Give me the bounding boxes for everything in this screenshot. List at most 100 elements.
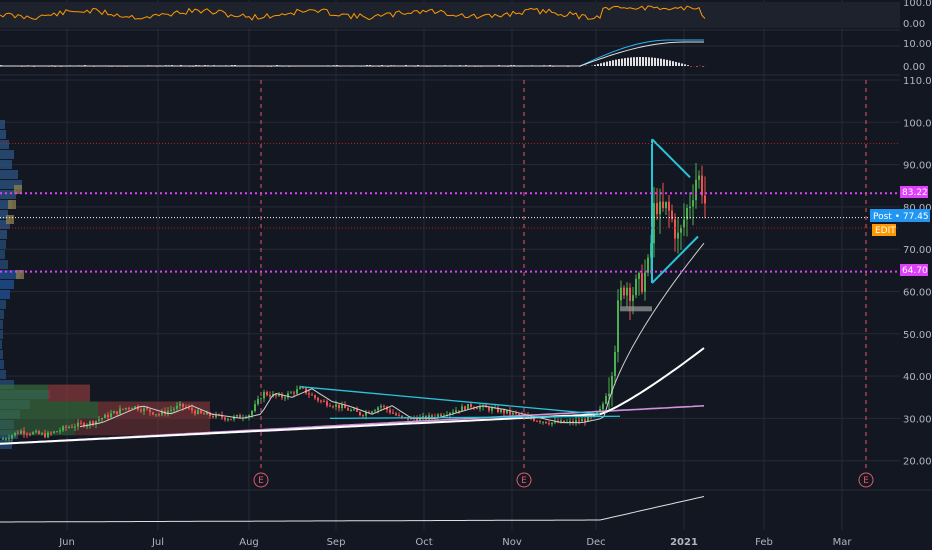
macd-bar (696, 66, 698, 67)
candle-body (104, 414, 106, 419)
candle-body (92, 421, 94, 425)
zone-green-top (0, 384, 48, 402)
candle-body (224, 417, 226, 420)
candle-body (335, 404, 337, 407)
candle-body (293, 392, 295, 394)
macd-bar (636, 57, 638, 66)
zone-green-mid (0, 401, 98, 419)
candle-body (263, 392, 265, 399)
volume-profile-bar (0, 360, 4, 369)
candle-body (119, 408, 121, 414)
candle-body (74, 426, 76, 428)
macd-bar (660, 58, 662, 66)
candle-body (587, 416, 589, 422)
candle-body (53, 431, 55, 433)
flag-upper (651, 138, 691, 178)
volume-profile-bar (0, 230, 7, 239)
price-tag-64-bg (900, 264, 928, 276)
candle-body (128, 407, 130, 409)
date-label-0: Jun (58, 537, 75, 548)
candle-body (455, 410, 457, 413)
vertical-gridlines (66, 0, 843, 530)
volume-profile-bar (0, 310, 4, 319)
earnings-circle-2 (858, 472, 874, 488)
date-label-7: 2021 (670, 537, 698, 548)
date-label-8: Feb (755, 537, 773, 548)
edit-tag[interactable]: EDIT (872, 224, 896, 236)
candle-body (200, 410, 202, 414)
candle-body (269, 395, 271, 397)
volume-profile-bar (0, 130, 6, 139)
candle-body (581, 419, 583, 422)
candle-body (683, 219, 685, 228)
candle-body (497, 407, 499, 413)
candle-body (488, 407, 490, 411)
candle-body (500, 409, 502, 413)
candle-body (167, 410, 169, 414)
candle-body (341, 404, 343, 409)
candle-body (653, 203, 655, 244)
edit-tag-bg[interactable] (872, 224, 896, 236)
candle-body (296, 389, 298, 394)
candle-body (665, 201, 667, 209)
candle-body (23, 430, 25, 434)
earnings-marker-2: E (863, 476, 869, 486)
candle-body (65, 426, 67, 428)
candle-body (389, 409, 391, 413)
candle-body (344, 404, 346, 409)
candle-body (554, 420, 556, 423)
candle-body (380, 405, 382, 408)
candle-body (578, 420, 580, 422)
price-tag-64-label: 64.70 (902, 266, 928, 276)
candle-body (80, 422, 82, 424)
candle-body (452, 412, 454, 414)
macd-bar (702, 66, 704, 67)
candle-body (278, 394, 280, 396)
macd-bar (624, 58, 626, 66)
macd-bar (681, 63, 683, 66)
candle-body (656, 203, 658, 215)
candle-body (26, 433, 28, 435)
macd-pane[interactable]: 10.00 0.00 (0, 39, 932, 76)
candle-body (599, 409, 601, 412)
candle-body (611, 376, 613, 394)
macd-bar (630, 57, 632, 66)
price-pane[interactable]: E E E 20.00 30.00 40.00 50.00 60.00 70.00 80.00 9… (0, 76, 932, 488)
price-tag-83-label: 83.22 (902, 188, 928, 198)
bottom-pane[interactable] (0, 489, 932, 523)
candle-body (122, 408, 124, 410)
candle-body (305, 388, 307, 394)
candle-body (629, 287, 631, 301)
zone-green-low (0, 418, 75, 436)
candle-body (371, 411, 373, 413)
candle-body (314, 395, 316, 398)
volume-profile-bar (0, 170, 18, 179)
flag-lower (651, 235, 699, 284)
candle-body (704, 195, 706, 204)
candle-body (38, 431, 40, 434)
candle-body (383, 405, 385, 407)
trendline-upper (299, 386, 601, 415)
candle-body (47, 432, 49, 438)
price-tick-5: 70.00 (903, 245, 932, 256)
macd-bar (615, 59, 617, 66)
candle-body (251, 410, 253, 416)
edit-tag-label[interactable]: EDIT (875, 226, 896, 236)
rsi-pane[interactable]: 100.00 0.00 (0, 0, 932, 31)
macd-bar (654, 57, 656, 66)
earnings-marker-1: E (521, 476, 527, 486)
candle-body (17, 432, 19, 434)
candle-body (695, 179, 697, 201)
candle-body (257, 398, 259, 405)
candle-body (458, 410, 460, 412)
volume-profile-bar (0, 300, 6, 309)
price-tick-9: 110.00 (903, 76, 932, 87)
macd-bar (642, 57, 644, 66)
volume-profile-accent (14, 185, 22, 194)
volume-profile-bar (0, 280, 14, 289)
candle-body (62, 426, 64, 431)
candle-body (359, 411, 361, 416)
